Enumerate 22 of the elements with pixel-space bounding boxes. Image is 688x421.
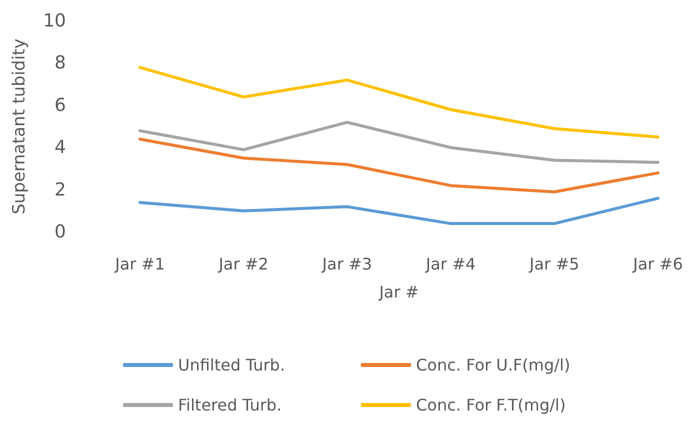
y-tick-label: 8 (54, 52, 66, 74)
line-series (138, 196, 660, 226)
line-series (138, 120, 660, 164)
y-axis-title: Supernatant tubidity (10, 38, 30, 214)
legend-label: Conc. For F.T(mg/l) (416, 396, 566, 414)
x-tick-label: Jar #3 (321, 254, 372, 274)
legend-label: Unfilted Turb. (178, 356, 286, 374)
line-series (138, 138, 660, 194)
y-tick-label: 10 (43, 10, 66, 32)
y-tick-label: 6 (54, 94, 66, 116)
x-tick-label: Jar #6 (632, 254, 683, 274)
legend-label: Conc. For U.F(mg/l) (416, 356, 570, 374)
x-tick-label: Jar #4 (424, 254, 476, 274)
x-tick-label: Jar #2 (218, 254, 268, 274)
line-series (138, 66, 660, 139)
legend-label: Filtered Turb. (178, 396, 282, 414)
x-tick-label: Jar #5 (528, 254, 580, 274)
y-tick-label: 2 (54, 179, 66, 200)
y-tick-label: 4 (54, 137, 66, 158)
y-tick-label: 0 (54, 222, 66, 242)
x-tick-label: Jar #1 (114, 254, 165, 274)
x-axis-title: Jar # (378, 282, 419, 302)
